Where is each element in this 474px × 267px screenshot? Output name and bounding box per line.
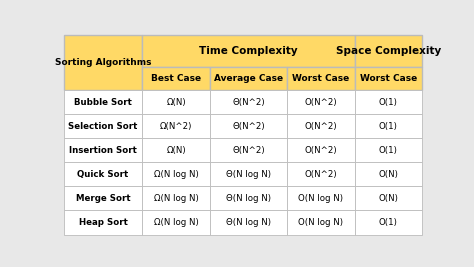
Bar bbox=[355, 186, 422, 210]
Text: Θ(N log N): Θ(N log N) bbox=[226, 218, 271, 227]
Text: O(1): O(1) bbox=[379, 98, 398, 107]
Bar bbox=[210, 138, 287, 162]
Bar bbox=[142, 162, 210, 186]
Text: Heap Sort: Heap Sort bbox=[79, 218, 128, 227]
Text: Quick Sort: Quick Sort bbox=[77, 170, 128, 179]
Bar bbox=[64, 138, 142, 162]
Text: O(1): O(1) bbox=[379, 146, 398, 155]
Bar bbox=[142, 186, 210, 210]
Bar bbox=[355, 67, 422, 90]
Bar bbox=[142, 210, 210, 234]
Bar bbox=[142, 35, 355, 67]
Bar bbox=[355, 90, 422, 114]
Text: Selection Sort: Selection Sort bbox=[68, 122, 137, 131]
Bar bbox=[64, 210, 142, 234]
Bar bbox=[355, 162, 422, 186]
Bar bbox=[287, 114, 355, 138]
Text: O(N): O(N) bbox=[378, 194, 398, 203]
Bar bbox=[355, 35, 422, 67]
Text: O(N^2): O(N^2) bbox=[304, 98, 337, 107]
Text: Θ(N^2): Θ(N^2) bbox=[232, 146, 264, 155]
Bar bbox=[142, 114, 210, 138]
Text: Ω(N): Ω(N) bbox=[166, 98, 186, 107]
Bar bbox=[142, 138, 210, 162]
Bar bbox=[210, 114, 287, 138]
Text: O(N^2): O(N^2) bbox=[304, 146, 337, 155]
Text: O(N^2): O(N^2) bbox=[304, 122, 337, 131]
Bar bbox=[287, 162, 355, 186]
Bar bbox=[287, 138, 355, 162]
Text: O(N log N): O(N log N) bbox=[298, 218, 343, 227]
Bar bbox=[64, 90, 142, 114]
Text: Space Complexity: Space Complexity bbox=[336, 46, 441, 56]
Text: Θ(N log N): Θ(N log N) bbox=[226, 170, 271, 179]
Text: Ω(N^2): Ω(N^2) bbox=[160, 122, 192, 131]
Bar bbox=[287, 90, 355, 114]
Bar bbox=[64, 35, 142, 90]
Text: Ω(N log N): Ω(N log N) bbox=[154, 194, 199, 203]
Bar bbox=[142, 67, 210, 90]
Bar bbox=[64, 114, 142, 138]
Text: Ω(N log N): Ω(N log N) bbox=[154, 218, 199, 227]
Bar bbox=[210, 90, 287, 114]
Text: Best Case: Best Case bbox=[151, 74, 201, 83]
Bar bbox=[210, 186, 287, 210]
Bar bbox=[210, 67, 287, 90]
Text: O(1): O(1) bbox=[379, 218, 398, 227]
Bar bbox=[210, 210, 287, 234]
Text: O(N): O(N) bbox=[378, 170, 398, 179]
Text: Ω(N): Ω(N) bbox=[166, 146, 186, 155]
Bar bbox=[142, 90, 210, 114]
Text: Bubble Sort: Bubble Sort bbox=[74, 98, 132, 107]
Text: Time Complexity: Time Complexity bbox=[199, 46, 298, 56]
Text: Average Case: Average Case bbox=[214, 74, 283, 83]
Text: Worst Case: Worst Case bbox=[360, 74, 417, 83]
Text: Insertion Sort: Insertion Sort bbox=[69, 146, 137, 155]
Bar bbox=[287, 210, 355, 234]
Bar bbox=[64, 186, 142, 210]
Text: O(1): O(1) bbox=[379, 122, 398, 131]
Bar bbox=[287, 186, 355, 210]
Bar bbox=[287, 67, 355, 90]
Text: Θ(N log N): Θ(N log N) bbox=[226, 194, 271, 203]
Text: Worst Case: Worst Case bbox=[292, 74, 349, 83]
Text: Sorting Algorithms: Sorting Algorithms bbox=[55, 58, 151, 67]
Text: O(N^2): O(N^2) bbox=[304, 170, 337, 179]
Text: Θ(N^2): Θ(N^2) bbox=[232, 98, 264, 107]
Text: Merge Sort: Merge Sort bbox=[76, 194, 130, 203]
Bar bbox=[355, 138, 422, 162]
Text: Ω(N log N): Ω(N log N) bbox=[154, 170, 199, 179]
Bar bbox=[355, 114, 422, 138]
Text: Θ(N^2): Θ(N^2) bbox=[232, 122, 264, 131]
Bar bbox=[210, 162, 287, 186]
Bar bbox=[355, 210, 422, 234]
Text: O(N log N): O(N log N) bbox=[298, 194, 343, 203]
Bar bbox=[64, 162, 142, 186]
